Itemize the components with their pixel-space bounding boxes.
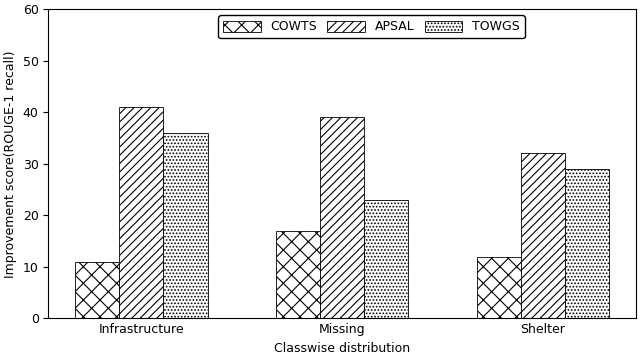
Bar [75,262,119,318]
X-axis label: Classwise distribution: Classwise distribution [274,342,410,355]
Bar [364,200,408,318]
Y-axis label: Improvement score(ROUGE-1 recall): Improvement score(ROUGE-1 recall) [4,50,17,278]
Bar [565,169,609,318]
Bar [477,257,521,318]
Bar [276,231,320,318]
Bar [320,117,364,318]
Bar [119,107,163,318]
Legend: COWTS, APSAL, TOWGS: COWTS, APSAL, TOWGS [218,15,525,38]
Bar [521,154,565,318]
Bar [163,133,207,318]
